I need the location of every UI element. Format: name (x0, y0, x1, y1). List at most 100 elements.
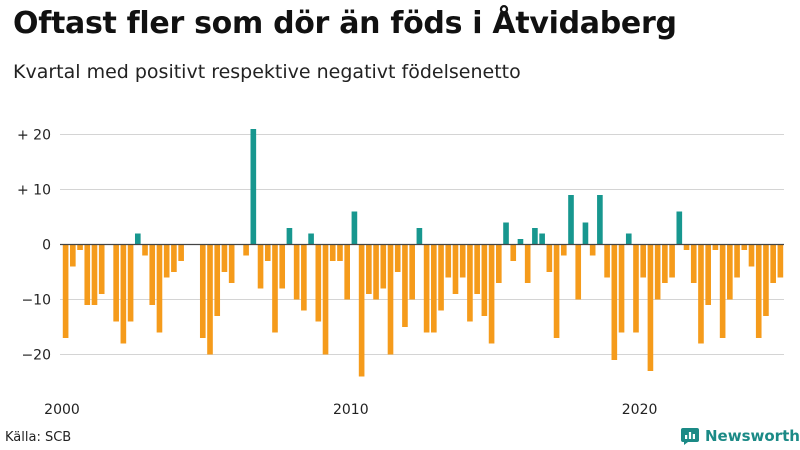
bar-2024-q2 (763, 244, 769, 316)
bar-chart-bubble-icon (681, 428, 699, 445)
bar-2017-q1 (553, 244, 560, 338)
bar-2016-q3 (539, 233, 545, 245)
bar-2012-q4 (431, 244, 437, 333)
bar-2010-q2 (358, 244, 365, 377)
bar-2000-q4 (84, 244, 91, 305)
bar-2009-q4 (344, 244, 350, 300)
bar-2023-q4 (748, 244, 755, 267)
bar-2013-q3 (452, 244, 459, 294)
axes: + 20 + 10 0 −10 −20 2000 2010 2020 (17, 128, 784, 418)
bar-2003-q3 (163, 244, 170, 278)
bar-2022-q2 (705, 244, 711, 305)
bar-2017-q2 (560, 244, 567, 256)
bar-2019-q4 (633, 244, 639, 333)
bar-2008-q3 (308, 233, 314, 245)
bar-2017-q4 (575, 244, 582, 300)
bar-2003-q1 (149, 244, 156, 305)
bar-2018-q1 (582, 222, 589, 245)
bar-2023-q3 (741, 244, 748, 250)
bar-2011-q1 (380, 244, 387, 289)
bar-2013-q1 (438, 244, 444, 311)
bar-2019-q2 (618, 244, 625, 333)
bar-2002-q4 (142, 244, 148, 256)
bar-2008-q2 (301, 244, 307, 311)
bar-2008-q4 (315, 244, 322, 322)
bar-2012-q1 (409, 244, 415, 300)
bar-2014-q2 (474, 244, 480, 294)
bar-2015-q4 (517, 239, 524, 245)
bar-2016-q1 (524, 244, 531, 283)
grid-lines (60, 134, 784, 355)
bar-2001-q2 (98, 244, 105, 294)
bar-2011-q4 (402, 244, 408, 327)
bar-2015-q1 (495, 244, 502, 283)
bar-2016-q2 (532, 228, 538, 245)
y-tick-label: + 20 (17, 128, 51, 144)
bar-2000-q2 (70, 244, 76, 267)
bar-2022-q4 (719, 244, 726, 338)
bar-2018-q4 (604, 244, 610, 278)
bar-2004-q1 (178, 244, 184, 261)
bar-2010-q3 (366, 244, 372, 294)
bar-2013-q2 (445, 244, 452, 278)
bar-2007-q4 (286, 228, 293, 245)
bar-2021-q3 (683, 244, 690, 250)
bar-2020-q4 (662, 244, 668, 283)
bar-2011-q3 (394, 244, 401, 272)
bar-2020-q2 (647, 244, 654, 371)
bar-2002-q2 (127, 244, 134, 322)
bar-2009-q2 (329, 244, 336, 261)
bar-2015-q3 (510, 244, 517, 261)
bar-2011-q2 (387, 244, 394, 355)
bar-2023-q1 (727, 244, 733, 300)
bar-2008-q1 (293, 244, 300, 300)
bar-2007-q3 (279, 244, 286, 289)
bar-2010-q4 (373, 244, 379, 300)
chart-title: Oftast fler som dör än föds i Åtvidaberg (13, 6, 677, 41)
bar-2003-q2 (156, 244, 163, 333)
y-tick-label: −20 (21, 348, 51, 364)
bar-2005-q3 (221, 244, 228, 272)
bar-2013-q4 (459, 244, 466, 278)
bar-2019-q1 (611, 244, 618, 360)
bar-2005-q1 (207, 244, 213, 355)
bar-2014-q3 (481, 244, 488, 316)
bar-2020-q3 (654, 244, 661, 300)
y-tick-label: −10 (21, 293, 51, 309)
bar-2002-q1 (120, 244, 127, 344)
bar-2014-q4 (488, 244, 495, 344)
bar-2004-q4 (199, 244, 206, 338)
bar-2009-q1 (322, 244, 329, 355)
bar-2003-q4 (171, 244, 177, 272)
bar-2023-q2 (734, 244, 740, 278)
bars (62, 129, 784, 377)
bar-2024-q1 (755, 244, 762, 338)
bar-2021-q1 (669, 244, 675, 278)
bar-2022-q1 (698, 244, 704, 344)
bar-2006-q2 (243, 244, 249, 256)
bar-2006-q3 (250, 129, 257, 245)
bar-2017-q3 (568, 195, 574, 245)
bar-2020-q1 (640, 244, 647, 278)
bar-2000-q1 (62, 244, 69, 338)
bar-2018-q3 (597, 195, 603, 245)
bar-2005-q2 (214, 244, 221, 316)
y-tick-label: + 10 (17, 183, 51, 199)
bar-2005-q4 (228, 244, 235, 283)
x-tick-label: 2020 (622, 402, 658, 418)
bar-2012-q2 (416, 228, 423, 245)
y-tick-label: 0 (42, 238, 51, 254)
bar-2001-q1 (91, 244, 98, 305)
bar-2015-q2 (503, 222, 509, 245)
bar-2024-q4 (777, 244, 784, 278)
bar-2022-q3 (712, 244, 719, 250)
bar-2016-q4 (546, 244, 553, 272)
bar-2007-q1 (264, 244, 271, 261)
bar-2009-q3 (337, 244, 343, 261)
bar-2006-q4 (257, 244, 264, 289)
bar-2021-q4 (690, 244, 697, 283)
x-tick-label: 2010 (333, 402, 369, 418)
bar-2021-q2 (676, 211, 683, 245)
bar-2001-q4 (113, 244, 119, 322)
